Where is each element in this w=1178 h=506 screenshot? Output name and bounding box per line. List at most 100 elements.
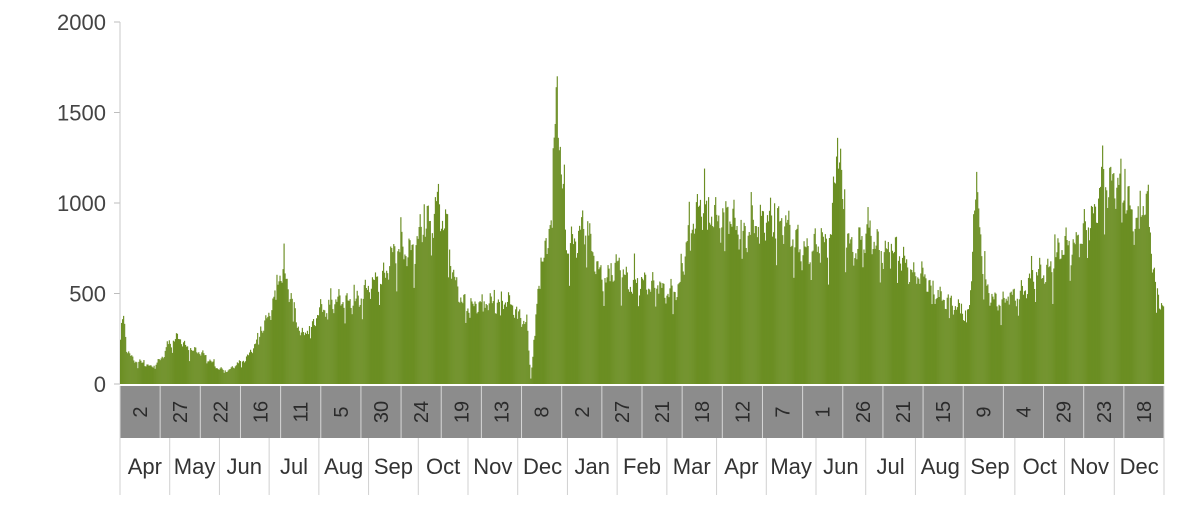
bar — [555, 87, 557, 384]
bar — [803, 241, 805, 384]
bar — [153, 365, 155, 384]
bar — [812, 250, 814, 384]
bar — [1115, 208, 1117, 384]
bar — [311, 321, 314, 384]
bar — [1155, 312, 1158, 384]
bar — [442, 230, 445, 384]
bar — [710, 224, 712, 384]
bar — [460, 297, 462, 384]
bar — [448, 277, 450, 384]
bar — [575, 257, 578, 384]
bar — [738, 249, 740, 384]
month-label: Jun — [227, 454, 262, 479]
bar — [514, 317, 516, 384]
bar — [1092, 213, 1095, 384]
bar — [959, 313, 962, 384]
bar — [757, 226, 759, 384]
bar — [526, 314, 528, 384]
bar — [278, 281, 280, 384]
bar — [651, 280, 653, 384]
bar — [976, 171, 978, 384]
bar — [947, 294, 949, 384]
bar — [782, 235, 784, 384]
bar — [141, 362, 143, 384]
bar — [285, 278, 287, 384]
bar — [836, 137, 839, 384]
bar — [624, 274, 626, 384]
bar — [719, 228, 721, 384]
bar — [1007, 296, 1009, 384]
bar — [720, 242, 722, 384]
bar — [987, 284, 989, 384]
bar — [702, 213, 705, 384]
bar — [608, 268, 610, 384]
bar — [991, 293, 993, 384]
bar — [1096, 223, 1099, 384]
bar — [1072, 239, 1074, 384]
bar — [329, 304, 331, 384]
bar — [1028, 273, 1031, 384]
bar — [1065, 227, 1067, 384]
bar — [1059, 259, 1061, 384]
bar — [162, 358, 164, 384]
bar — [139, 359, 141, 384]
bar — [410, 250, 412, 384]
bar — [973, 214, 975, 384]
bar — [602, 291, 604, 384]
bar — [603, 305, 605, 384]
bar — [180, 344, 183, 384]
bar — [255, 343, 257, 384]
bar — [732, 208, 734, 384]
bar — [316, 318, 318, 384]
bar — [798, 252, 800, 384]
bar — [948, 318, 950, 384]
bar — [429, 220, 431, 384]
bar — [470, 298, 472, 384]
bar — [366, 289, 368, 384]
bar — [309, 338, 312, 384]
bar — [176, 333, 179, 384]
bar — [970, 290, 972, 384]
bar — [1015, 306, 1017, 384]
bar — [441, 220, 444, 384]
bar — [949, 297, 951, 384]
bar — [206, 363, 208, 384]
bar — [729, 221, 731, 384]
bar — [480, 302, 482, 384]
bar — [884, 240, 886, 384]
bar — [759, 204, 761, 384]
bar — [359, 304, 361, 384]
bar — [880, 251, 882, 384]
bar — [999, 305, 1001, 384]
bar — [1048, 267, 1050, 384]
bar — [687, 225, 689, 384]
bar — [217, 369, 219, 384]
bar — [238, 360, 240, 384]
bar — [447, 214, 449, 384]
bar — [355, 298, 357, 384]
bar — [1111, 180, 1113, 384]
bar — [873, 241, 875, 384]
bar — [775, 238, 777, 384]
bar — [655, 306, 657, 384]
bar — [835, 156, 838, 384]
bar — [925, 278, 927, 384]
month-label: Aug — [921, 454, 960, 479]
bar — [1084, 221, 1086, 384]
bar — [899, 263, 902, 384]
bar — [133, 360, 135, 384]
bar — [566, 253, 569, 384]
bar — [370, 288, 373, 384]
month-label: Jun — [823, 454, 858, 479]
bar — [545, 238, 547, 384]
bar — [423, 204, 425, 384]
bar — [148, 365, 150, 384]
bar — [297, 326, 299, 384]
bar — [166, 341, 168, 384]
bar — [955, 309, 957, 384]
bar — [181, 346, 184, 384]
bar — [616, 261, 618, 384]
bar — [1030, 255, 1033, 384]
bar — [813, 233, 815, 384]
bar — [623, 274, 625, 384]
